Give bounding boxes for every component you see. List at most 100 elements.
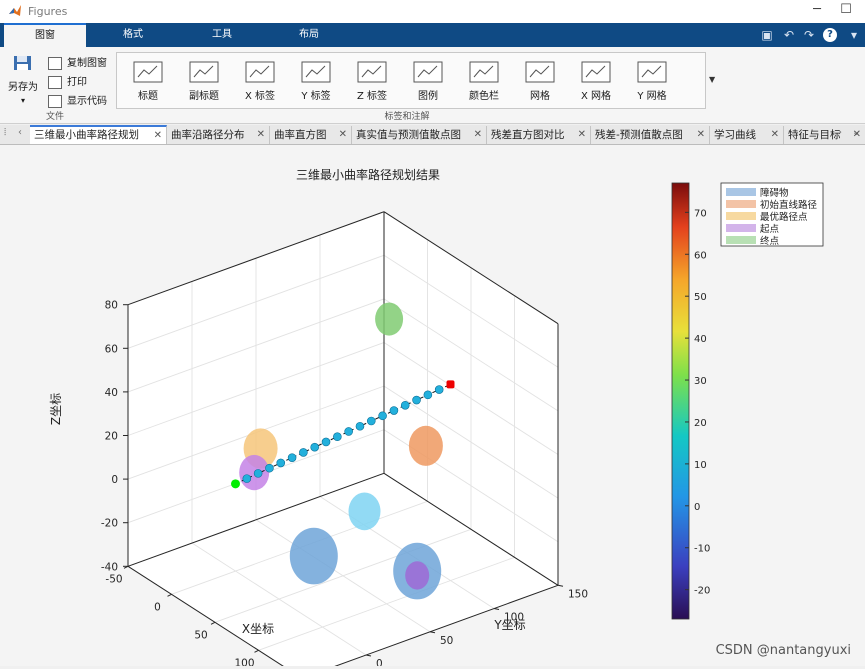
ribbon-more-dropdown-icon[interactable]: ▼ (709, 75, 716, 84)
print-label: 打印 (67, 77, 87, 88)
optimal-path-point (400, 400, 410, 410)
close-tab-icon[interactable]: ✕ (256, 129, 265, 140)
legend-swatch (726, 236, 756, 244)
figure-tab-4[interactable]: 真实值与预测值散点图 ✕ (352, 126, 487, 144)
tab-figure[interactable]: 图窗 (4, 23, 86, 47)
legend-swatch (726, 224, 756, 232)
close-tab-icon[interactable]: ✕ (696, 129, 705, 140)
colorbar-button[interactable]: 颜色栏 (457, 53, 511, 108)
figure-tab-3[interactable]: 曲率直方图 ✕ (270, 126, 352, 144)
figure-tab-5[interactable]: 残差直方图对比 ✕ (487, 126, 591, 144)
box-edge (127, 472, 385, 567)
z-label-button[interactable]: Z 标签 (345, 53, 399, 108)
box-edge (383, 472, 559, 586)
optimal-path-point (423, 390, 433, 400)
y-tick (557, 584, 564, 587)
tab-scroll-right-icon[interactable]: › (838, 127, 842, 138)
figure-tab-label: 特征与目标 (788, 129, 841, 141)
subtitle-button[interactable]: 副标题 (177, 53, 231, 108)
colorbar-tick-label: 30 (694, 376, 707, 387)
figure-tab-7[interactable]: 学习曲线 ✕ (710, 126, 784, 144)
optimal-path-point (344, 427, 353, 436)
x-label-button[interactable]: X 标签 (233, 53, 287, 108)
tab-strip-menu-icon[interactable]: ⦙ (4, 127, 7, 138)
optimal-path-point (434, 385, 444, 394)
print-button[interactable]: 打印 (48, 73, 87, 89)
box-edge (127, 211, 385, 306)
ribbon-panel: 另存为 ▾ 复制图窗 打印 显示代码 文件 标题 副标题 X 标签 Y 标签 Z 标签 图… (0, 47, 865, 124)
grid-line-z-back (383, 385, 559, 499)
optimal-path-point (276, 458, 286, 468)
tab-scroll-left-icon[interactable]: ‹ (18, 127, 22, 138)
figure-tab-label: 学习曲线 (714, 129, 756, 141)
z-tick-label: 60 (105, 343, 118, 355)
close-tab-icon[interactable]: ✕ (153, 130, 162, 141)
close-tab-icon[interactable]: ✕ (473, 129, 482, 140)
grid-icon (525, 59, 555, 83)
checkbox-icon (48, 94, 62, 108)
x-tick-label: 100 (234, 657, 254, 666)
colorbar[interactable] (671, 182, 690, 620)
y-grid-button[interactable]: Y 网格 (625, 53, 679, 108)
figure-tab-label: 真实值与预测值散点图 (356, 129, 461, 141)
plot-3d-axes[interactable]: -50050100150-50050100150-40-20020406080 … (0, 145, 865, 669)
grid-button[interactable]: 网格 (513, 53, 567, 108)
redo-icon[interactable]: ↷ (803, 28, 815, 42)
close-tab-icon[interactable]: ✕ (338, 129, 347, 140)
tab-list-dropdown-icon[interactable]: ⌄ (852, 127, 861, 138)
close-tab-icon[interactable]: ✕ (770, 129, 779, 140)
close-tab-icon[interactable]: ✕ (577, 129, 586, 140)
grid-line-z-left (127, 298, 385, 393)
legend-entry: 初始直线路径 (760, 199, 818, 211)
window-title: Figures (28, 5, 68, 18)
grid-line-z-left (127, 342, 385, 436)
title-button[interactable]: 标题 (121, 53, 175, 108)
figure-tab-6[interactable]: 残差-预测值散点图 ✕ (591, 126, 710, 144)
y-axis-label: Y坐标 (493, 618, 525, 632)
x-tick-label: 0 (154, 601, 161, 613)
figure-tab-8[interactable]: 特征与目标 ✕ (784, 126, 865, 144)
optimal-path-point (412, 395, 421, 405)
floor-pane (128, 473, 558, 669)
optimal-path-point (366, 416, 376, 426)
figure-tab-strip: ⦙ ‹ › ⌄ 三维最小曲率路径规划 ✕ 曲率沿路径分布 ✕ 曲率直方图 ✕ 真实值与预测值… (0, 125, 865, 145)
figure-tab-2[interactable]: 曲率沿路径分布 ✕ (167, 126, 270, 144)
colorbar-tick-label: 40 (694, 334, 707, 345)
legend-entry: 障碍物 (760, 187, 789, 199)
y-label-button[interactable]: Y 标签 (289, 53, 343, 108)
save-icon[interactable]: ▣ (761, 28, 773, 42)
dropdown-icon[interactable]: ▾ (850, 28, 858, 42)
figure-canvas[interactable]: -50050100150-50050100150-40-20020406080 … (0, 145, 865, 669)
chevron-down-icon: ▾ (20, 96, 25, 105)
minimize-icon[interactable]: ─ (813, 2, 821, 17)
annotation-group-label: 标签和注解 (384, 112, 430, 122)
x-grid-label: X 网格 (580, 91, 612, 102)
grid-lines (127, 211, 559, 669)
copy-figure-button[interactable]: 复制图窗 (48, 54, 107, 70)
grid-line-z-back (383, 298, 559, 412)
colorbar-ticks: -20 -10 0 10 20 30 40 50 60 70 (685, 208, 710, 597)
chart-title: 三维最小曲率路径规划结果 (296, 167, 440, 182)
y-label-icon (301, 59, 331, 83)
x-grid-button[interactable]: X 网格 (569, 53, 623, 108)
subtitle-label: 副标题 (189, 91, 219, 102)
y-label-label: Y 标签 (301, 91, 331, 102)
save-as-button[interactable]: 另存为 ▾ (6, 53, 40, 106)
undo-icon[interactable]: ↶ (783, 28, 795, 42)
file-group-label: 文件 (45, 112, 64, 122)
z-label-icon (357, 59, 387, 83)
grid-line-y-floor (255, 519, 431, 633)
close-tab-icon[interactable]: ✕ (852, 129, 861, 140)
figure-tab-1[interactable]: 三维最小曲率路径规划 ✕ (30, 125, 167, 144)
x-tick-label: 50 (194, 629, 207, 641)
show-code-checkbox[interactable]: 显示代码 (48, 92, 107, 108)
tab-tools[interactable]: 工具 (212, 29, 232, 40)
help-icon[interactable]: ? (823, 28, 837, 42)
maximize-icon[interactable]: ☐ (840, 2, 852, 17)
tab-layout[interactable]: 布局 (299, 29, 319, 40)
obstacle-sphere (408, 425, 443, 466)
tab-format[interactable]: 格式 (123, 29, 143, 40)
legend-button[interactable]: 图例 (401, 53, 455, 108)
colorbar-tick-label: -10 (694, 544, 710, 555)
